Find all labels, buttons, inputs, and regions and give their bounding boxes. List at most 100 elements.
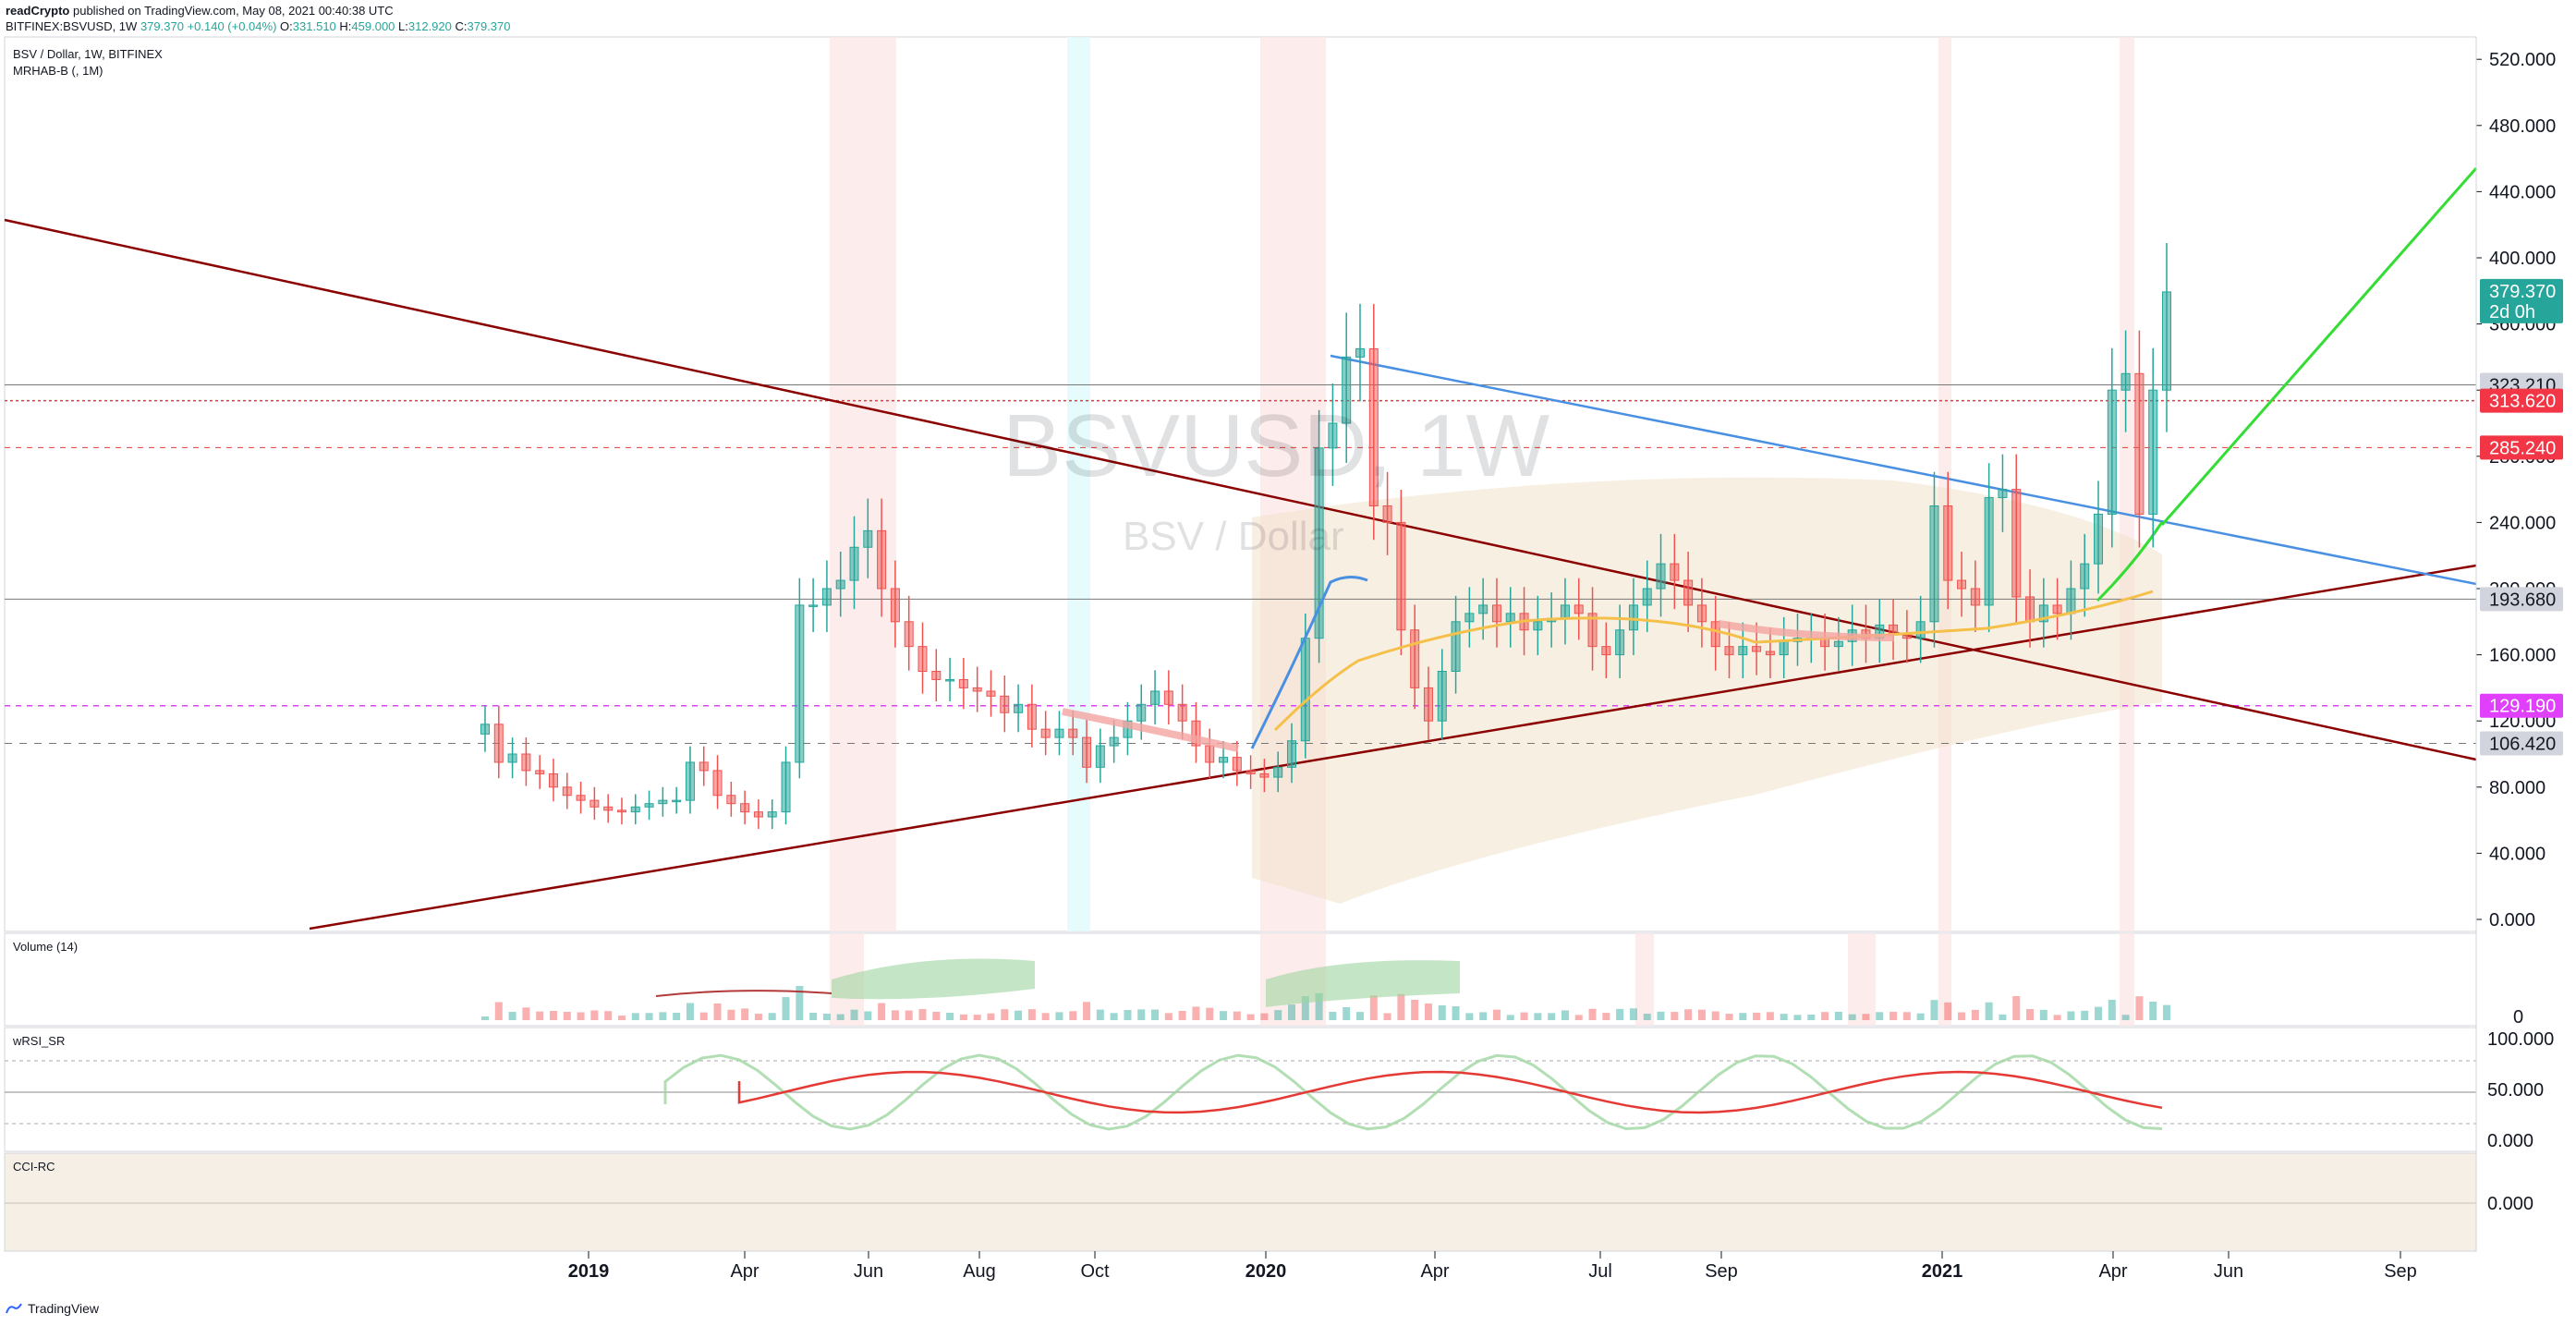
volume-bar — [1041, 1013, 1050, 1020]
x-tick-label: 2019 — [568, 1261, 610, 1282]
volume-bar — [2081, 1010, 2089, 1020]
candle-body — [795, 604, 805, 763]
candle-body — [945, 678, 955, 682]
volume-bar — [686, 1003, 694, 1020]
candle-body — [917, 646, 928, 673]
volume-bar — [645, 1013, 653, 1020]
author-name[interactable]: readCrypto — [6, 4, 70, 18]
volume-bar — [604, 1011, 613, 1020]
volume-bar — [2012, 996, 2021, 1020]
candle-body — [1752, 646, 1762, 652]
volume-bar — [1944, 1002, 1952, 1020]
volume-bar — [1452, 1006, 1460, 1020]
volume-bar — [1001, 1009, 1009, 1020]
candle-body — [1615, 629, 1625, 656]
price-tag-label: 106.420 — [2489, 735, 2556, 755]
candle-body — [1628, 604, 1638, 631]
volume-bar — [782, 997, 790, 1020]
volume-bar — [1985, 1002, 1993, 1020]
volume-bar — [1766, 1012, 1774, 1020]
candle-body — [1915, 621, 1926, 639]
candle-body — [685, 761, 695, 801]
volume-bar — [1780, 1014, 1788, 1020]
volume-bar — [1862, 1014, 1870, 1020]
candle-body — [1014, 703, 1024, 713]
candle-body — [767, 811, 777, 818]
volume-bar — [1602, 1013, 1610, 1020]
candle-body — [849, 546, 859, 581]
volume-bar — [2149, 1001, 2157, 1020]
candle-body — [658, 799, 668, 805]
x-tick-label: Sep — [2384, 1261, 2417, 1282]
volume-bar — [631, 1013, 639, 1020]
candle-body — [562, 786, 572, 797]
volume-bar — [1151, 1009, 1160, 1020]
volume-bar — [1343, 1006, 1351, 1020]
volume-bar — [1753, 1012, 1761, 1020]
volume-bar — [1178, 1011, 1186, 1020]
projection-curve — [2096, 521, 2164, 602]
cci-pane — [4, 1152, 2477, 1252]
candle-body — [1150, 690, 1160, 705]
open-value: 331.510 — [292, 19, 336, 33]
volume-bar — [590, 1010, 599, 1020]
volume-bar — [1465, 1013, 1474, 1020]
candle-body — [1068, 728, 1078, 738]
candle-body — [2066, 588, 2076, 614]
volume-bar — [1110, 1013, 1118, 1020]
volume-bar — [1329, 1012, 1337, 1020]
candle-body — [958, 678, 968, 688]
volume-highlight-band — [1848, 933, 1876, 1026]
volume-bar — [1971, 1009, 1979, 1020]
volume-bar — [1055, 1012, 1063, 1020]
wrsi-pane — [4, 1027, 2477, 1152]
candle-body — [2162, 291, 2171, 391]
candle-body — [1587, 613, 1598, 648]
candle-body — [726, 795, 736, 805]
volume-bar — [549, 1011, 557, 1020]
candle-body — [1232, 757, 1242, 772]
price-tag — [2480, 435, 2563, 460]
volume-bar — [1671, 1012, 1679, 1020]
volume-bar — [905, 1010, 913, 1020]
volume-bar — [754, 1014, 762, 1020]
low-value: 312.920 — [407, 19, 452, 33]
volume-bar — [1246, 1014, 1255, 1020]
volume-bar — [1369, 995, 1378, 1020]
ohlc-line: BITFINEX:BSVUSD, 1W 379.370 +0.140 (+0.0… — [6, 19, 511, 33]
high-label: H: — [339, 19, 352, 33]
candle-body — [1929, 505, 1939, 623]
low-label: L: — [398, 19, 408, 33]
volume-bar — [1834, 1011, 1842, 1020]
volume-bar — [1958, 1012, 1966, 1020]
volume-bar — [1383, 1013, 1391, 1020]
volume-bar — [1684, 1009, 1693, 1020]
volume-bar — [2053, 1015, 2061, 1020]
volume-bar — [508, 1012, 516, 1020]
volume-bar — [1739, 1013, 1747, 1020]
candle-body — [603, 806, 614, 811]
volume-highlight-band — [2120, 933, 2134, 1026]
wrsi-axis-0: 0.000 — [2487, 1131, 2533, 1151]
candle-body — [986, 690, 996, 697]
volume-bar — [946, 1013, 954, 1020]
ascending-support-line — [309, 564, 2477, 931]
candle-body — [1163, 690, 1173, 705]
volume-bar — [1124, 1010, 1132, 1020]
price-change: +0.140 (+0.04%) — [187, 19, 277, 33]
volume-bar — [1492, 1009, 1501, 1020]
descending-resistance-line — [4, 218, 2477, 761]
projection-line — [2160, 167, 2478, 526]
volume-bar — [1793, 1015, 1802, 1020]
volume-bar — [2135, 996, 2144, 1020]
volume-bar — [1260, 1013, 1269, 1020]
candle-body — [781, 761, 791, 813]
volume-bar — [768, 1013, 776, 1020]
ma-yellow — [1273, 590, 2154, 732]
volume-bar — [1315, 992, 1323, 1020]
highlight-band — [830, 37, 896, 931]
price-tag — [2480, 388, 2563, 413]
volume-bar — [1821, 1012, 1829, 1020]
brand-name[interactable]: TradingView — [28, 1301, 100, 1316]
